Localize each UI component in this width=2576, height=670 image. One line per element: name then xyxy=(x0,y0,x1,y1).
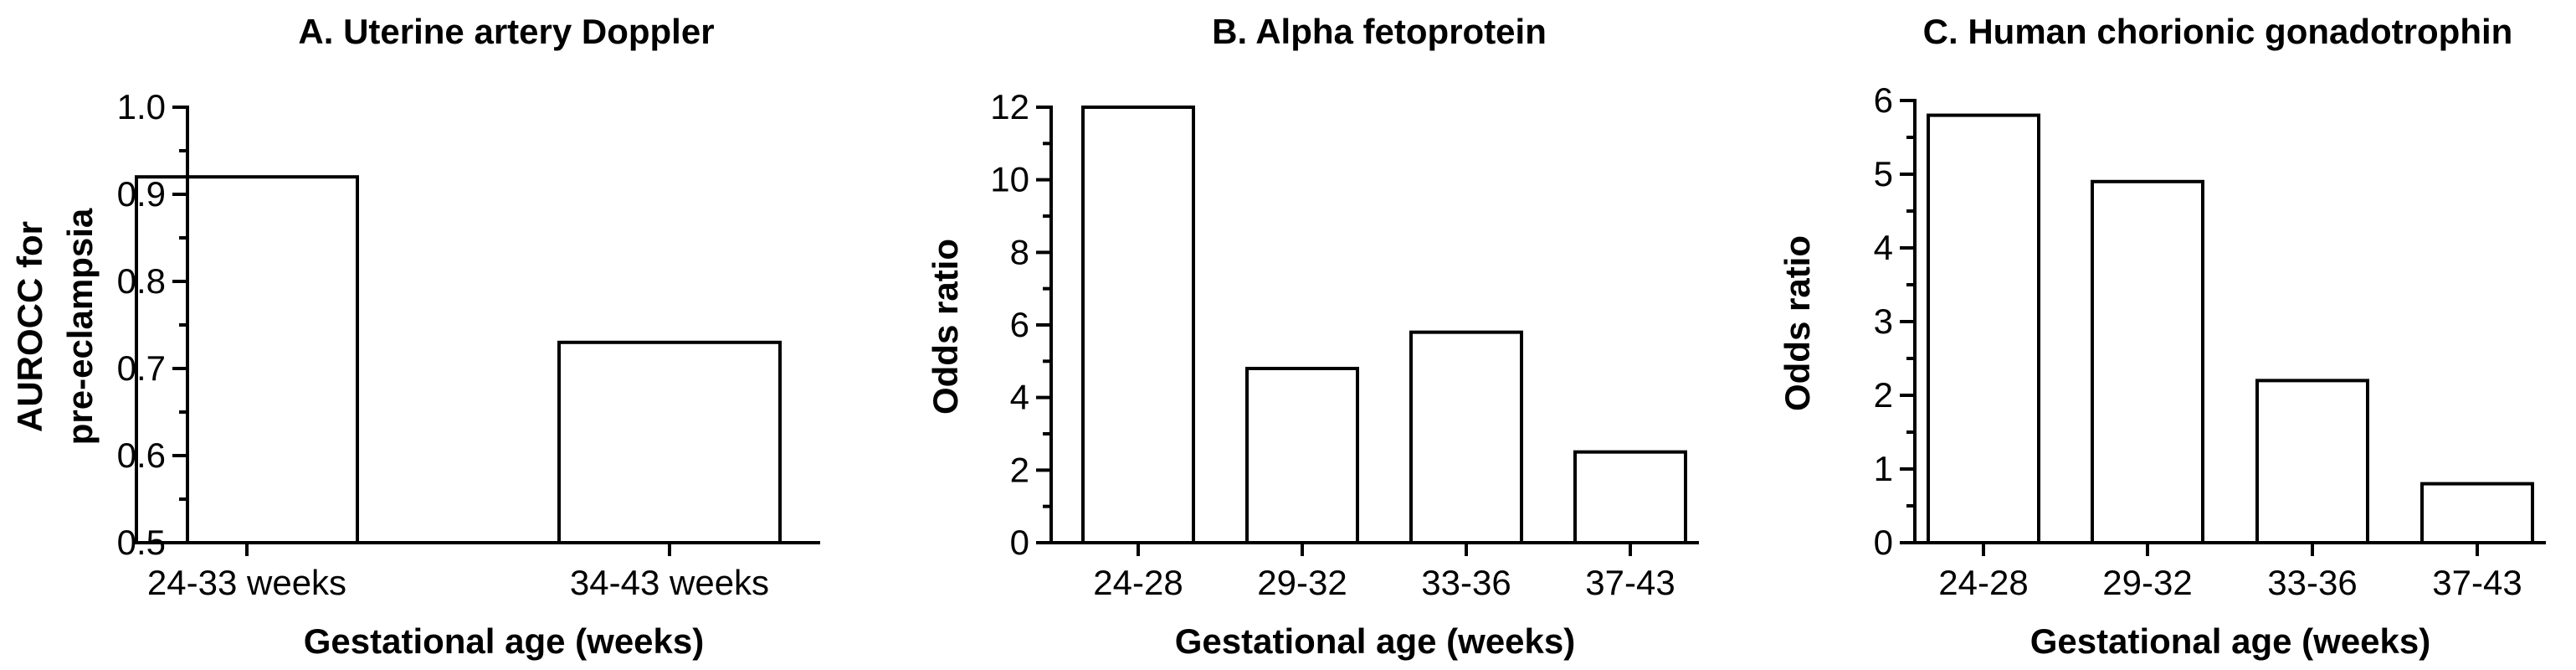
y-tick-label: 5 xyxy=(1874,154,1893,193)
y-tick-label: 0.7 xyxy=(117,348,166,388)
y-axis-label: AUROCC for xyxy=(10,221,49,432)
chart-panel-3: C. Human chorionic gonadotrophin 0 1 2 3 4 5 6 2… xyxy=(1778,12,2546,661)
y-tick-label: 10 xyxy=(990,160,1029,199)
bar-29-32 xyxy=(2091,179,2204,545)
x-axis-label: Gestational age (weeks) xyxy=(304,621,705,661)
bar-24-28 xyxy=(1927,113,2040,544)
x-axis-label: Gestational age (weeks) xyxy=(2030,621,2431,661)
y-tick-label: 0.5 xyxy=(117,523,166,562)
chart-title: C. Human chorionic gonadotrophin xyxy=(1923,12,2513,51)
y-tick-label: 0.9 xyxy=(117,174,166,214)
y-tick-label: 8 xyxy=(1010,232,1029,271)
bar-24-28 xyxy=(1081,106,1195,544)
y-tick-label: 0.6 xyxy=(117,436,166,475)
bar-24-33 weeks xyxy=(135,175,359,544)
x-tick-label: 33-36 xyxy=(1421,563,1511,602)
y-tick-label: 12 xyxy=(990,87,1029,126)
y-tick-label: 1 xyxy=(1874,449,1893,488)
bar-29-32 xyxy=(1245,367,1359,544)
y-tick-label: 3 xyxy=(1874,302,1893,341)
chart-panel-1: A. Uterine artery Doppler 0.5 0.6 0.7 0.8 0.9… xyxy=(10,12,820,661)
y-tick-label: 0.8 xyxy=(117,261,166,301)
bar-33-36 xyxy=(2255,379,2369,544)
x-tick-label: 24-33 weeks xyxy=(147,563,346,602)
x-tick-label: 34-43 weeks xyxy=(570,563,769,602)
chart-title: B. Alpha fetoprotein xyxy=(1212,12,1547,51)
y-axis-label: Odds ratio xyxy=(1778,235,1817,411)
bar-37-43 xyxy=(2420,482,2534,544)
y-tick-label: 4 xyxy=(1874,228,1893,267)
x-tick-label: 24-28 xyxy=(1093,563,1183,602)
y-tick-label: 1.0 xyxy=(117,87,166,126)
chart-panel-2: B. Alpha fetoprotein 0 2 4 6 8 10 12 24-28 29-32 3… xyxy=(926,12,1699,661)
chart-title: A. Uterine artery Doppler xyxy=(298,12,714,51)
y-tick-label: 0 xyxy=(1874,523,1893,562)
y-tick-label: 4 xyxy=(1010,378,1029,417)
x-tick-label: 24-28 xyxy=(1938,563,2028,602)
y-tick-label: 2 xyxy=(1010,450,1029,489)
x-tick-label: 29-32 xyxy=(1257,563,1347,602)
y-tick-label: 2 xyxy=(1874,375,1893,415)
x-axis-label: Gestational age (weeks) xyxy=(1175,621,1576,661)
x-tick-label: 37-43 xyxy=(1585,563,1675,602)
bar-37-43 xyxy=(1573,450,1687,545)
x-tick-label: 33-36 xyxy=(2267,563,2357,602)
bar-33-36 xyxy=(1409,330,1523,544)
x-tick-label: 37-43 xyxy=(2432,563,2522,602)
y-tick-label: 6 xyxy=(1874,80,1893,120)
x-tick-label: 29-32 xyxy=(2102,563,2192,602)
y-tick-label: 6 xyxy=(1010,305,1029,344)
y-axis-label: Odds ratio xyxy=(926,239,965,415)
y-axis-label: pre-eclampsia xyxy=(60,208,100,445)
bar-34-43 weeks xyxy=(557,340,782,544)
y-tick-label: 0 xyxy=(1010,523,1029,562)
